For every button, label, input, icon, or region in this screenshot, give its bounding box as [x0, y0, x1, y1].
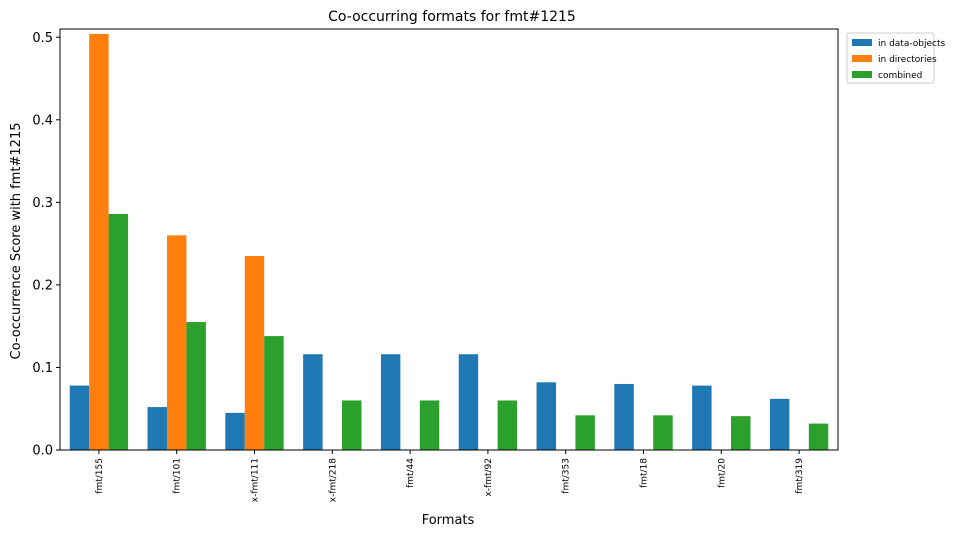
- bar-combined-fmt-155: [108, 213, 129, 450]
- bar-in-data-objects-x-fmt-218: [303, 354, 323, 450]
- legend-swatch: [852, 71, 872, 78]
- plot-area: 0.0 0.1 0.2 0.3 0.4 0.5 fmt/155 fmt/101 x-fmt/11…: [32, 28, 839, 503]
- y-axis-label: Co-occurrence Score with fmt#1215: [9, 123, 24, 360]
- bar-combined-fmt-44: [419, 400, 440, 450]
- bar-in-data-objects-fmt-101: [147, 407, 167, 450]
- bar-in-directories-fmt-155: [89, 33, 109, 450]
- bar-combined-fmt-20: [731, 416, 751, 450]
- bar-in-data-objects-x-fmt-92: [458, 354, 479, 450]
- bar-combined-x-fmt-218: [342, 400, 362, 450]
- y-tick-label: 0.2: [32, 278, 53, 293]
- x-tick-label: fmt/101: [173, 458, 183, 494]
- bar-combined-fmt-101: [186, 322, 206, 450]
- legend: in data-objects in directories combined: [846, 32, 945, 84]
- legend-swatch: [852, 39, 872, 46]
- bar-combined-fmt-353: [575, 415, 595, 450]
- bar-combined-x-fmt-111: [264, 336, 284, 450]
- bar-in-data-objects-fmt-18: [614, 383, 634, 450]
- x-tick-label: fmt/18: [640, 458, 650, 488]
- bar-in-directories-fmt-101: [166, 235, 187, 450]
- chart-title: Co-occurring formats for fmt#1215: [328, 9, 576, 25]
- bar-in-data-objects-fmt-44: [380, 354, 401, 450]
- x-tick-label: x-fmt/92: [484, 458, 494, 497]
- y-tick-label: 0.1: [32, 361, 53, 376]
- x-tick-label: x-fmt/218: [328, 458, 338, 503]
- x-tick-label: x-fmt/111: [251, 458, 261, 502]
- bar-combined-fmt-18: [653, 415, 673, 450]
- y-tick-label: 0.5: [32, 31, 53, 46]
- y-tick-label: 0.4: [32, 113, 53, 128]
- bar-in-data-objects-fmt-20: [692, 385, 712, 450]
- x-tick-label: fmt/20: [717, 458, 727, 488]
- y-tick-label: 0.0: [32, 444, 53, 459]
- x-tick-label: fmt/155: [95, 458, 105, 494]
- bar-combined-x-fmt-92: [497, 400, 518, 450]
- y-tick-label: 0.3: [32, 196, 53, 211]
- axes-frame: [59, 28, 839, 451]
- bar-in-directories-x-fmt-111: [244, 256, 265, 450]
- bar-combined-fmt-319: [808, 423, 829, 450]
- x-tick-label: fmt/353: [562, 458, 572, 494]
- x-axis-label: Formats: [422, 513, 475, 528]
- legend-label: in data-objects: [878, 39, 945, 49]
- bar-in-data-objects-fmt-319: [769, 398, 790, 450]
- x-tick-label: fmt/319: [795, 458, 805, 494]
- bar-in-data-objects-fmt-353: [536, 382, 556, 450]
- legend-label: combined: [878, 71, 922, 81]
- bar-in-data-objects-x-fmt-111: [225, 412, 245, 450]
- bar-in-data-objects-fmt-155: [69, 385, 90, 450]
- x-tick-label: fmt/44: [406, 458, 416, 488]
- legend-swatch: [852, 55, 872, 62]
- legend-label: in directories: [878, 55, 937, 65]
